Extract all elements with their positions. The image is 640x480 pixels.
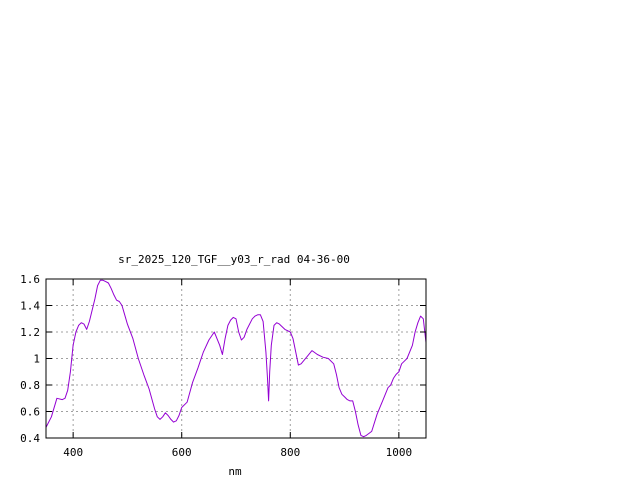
- x-tick-label: 400: [63, 446, 83, 459]
- y-tick-label: 1: [33, 353, 40, 366]
- y-tick-label: 1.4: [20, 300, 40, 313]
- chart-title: sr_2025_120_TGF__y03_r_rad 04-36-00: [118, 253, 350, 266]
- y-tick-label: 0.4: [20, 432, 40, 445]
- tick-layer: 0.4 0.6 0.8 1 1.2 1.4 1.6 400 600 800 1000: [20, 273, 426, 459]
- series-layer: [45, 279, 427, 438]
- x-tick-label: 600: [172, 446, 192, 459]
- grid-lines: [46, 279, 426, 438]
- y-tick-label: 0.6: [20, 406, 40, 419]
- y-tick-label: 1.2: [20, 326, 40, 339]
- x-tick-label: 800: [280, 446, 300, 459]
- x-tick-label: 1000: [386, 446, 413, 459]
- y-tick-label: 1.6: [20, 273, 40, 286]
- y-tick-label: 0.8: [20, 379, 40, 392]
- series-line: [45, 279, 427, 438]
- x-axis-label: nm: [228, 465, 242, 478]
